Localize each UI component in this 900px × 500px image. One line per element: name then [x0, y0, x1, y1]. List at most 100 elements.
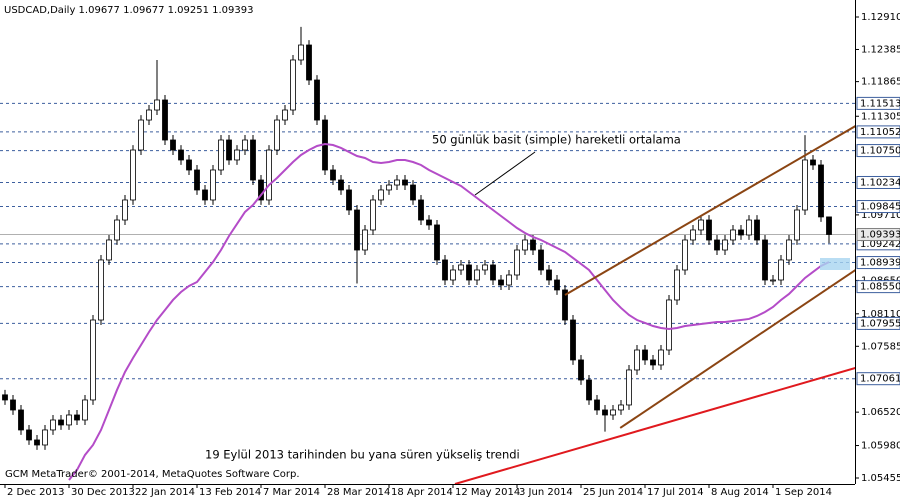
x-tick-label: 1 Sep 2014 — [775, 487, 832, 498]
candle-body — [762, 239, 768, 281]
highlight-box — [820, 258, 850, 270]
candle-body — [354, 209, 360, 251]
trendline — [564, 125, 855, 296]
candle-body — [74, 414, 80, 421]
candle-body — [738, 229, 744, 236]
candle-body — [370, 199, 376, 231]
level-label: 1.10234 — [860, 177, 900, 188]
candle-body — [146, 109, 152, 121]
candle-body — [130, 149, 136, 201]
candle-body — [514, 249, 520, 276]
candle-body — [298, 44, 304, 61]
trendline — [619, 269, 855, 429]
level-label: 1.08550 — [860, 282, 900, 293]
candle-body — [810, 159, 816, 166]
y-tick-label: 1.06520 — [861, 407, 900, 418]
candle-body — [138, 119, 144, 151]
level-label: 1.07955 — [860, 318, 900, 329]
candle-body — [282, 109, 288, 121]
candle-body — [394, 179, 400, 186]
level-label: 1.09845 — [860, 202, 900, 213]
candle-body — [178, 149, 184, 161]
candle-body — [522, 239, 528, 251]
level-label-box — [856, 144, 900, 158]
candle-body — [202, 189, 208, 201]
price-label-box — [856, 227, 900, 241]
x-tick-label: 30 Dec 2013 — [71, 487, 135, 498]
annotation: 19 Eylül 2013 tarihinden bu yana süren y… — [205, 448, 520, 462]
candle-body — [434, 224, 440, 261]
candle-body — [426, 219, 432, 226]
candle-body — [442, 259, 448, 281]
annotation: 50 günlük basit (simple) hareketli ortal… — [432, 133, 681, 147]
candle-body — [114, 219, 120, 241]
candle-body — [530, 239, 536, 251]
x-tick-label: 28 Mar 2014 — [327, 487, 390, 498]
levels — [0, 102, 855, 380]
candle-body — [226, 139, 232, 161]
candle-body — [722, 239, 728, 251]
x-tick-label: 8 Aug 2014 — [711, 487, 769, 498]
candle-body — [754, 219, 760, 241]
x-tick-label: 22 Jan 2014 — [135, 487, 195, 498]
candle-body — [250, 139, 256, 181]
candle-body — [346, 189, 352, 211]
candle-body — [586, 379, 592, 401]
level-label: 1.08939 — [860, 258, 900, 269]
candle-body — [106, 239, 112, 261]
candle-body — [618, 404, 624, 411]
candle-body — [466, 264, 472, 281]
candle-body — [450, 269, 456, 281]
candle-body — [410, 184, 416, 201]
level-label-box — [856, 256, 900, 270]
candle-body — [34, 439, 40, 446]
candle-body — [794, 209, 800, 241]
candle-body — [90, 319, 96, 401]
candle-body — [802, 159, 808, 211]
candle-body — [218, 139, 224, 171]
candle-body — [730, 229, 736, 241]
candle-body — [698, 219, 704, 231]
trendline — [454, 367, 855, 484]
level-label: 1.07061 — [860, 374, 900, 385]
candle-body — [314, 79, 320, 121]
y-tick-label: 1.11305 — [861, 111, 900, 122]
level-label: 1.09242 — [860, 239, 900, 250]
candle-body — [746, 219, 752, 236]
candle-body — [682, 239, 688, 271]
candle-body — [458, 264, 464, 271]
candle-body — [634, 349, 640, 371]
candle-body — [122, 199, 128, 221]
candle-body — [82, 399, 88, 421]
moving-average — [68, 143, 830, 481]
candle-body — [242, 139, 248, 151]
candle-body — [26, 429, 32, 441]
x-tick-label: 17 Jul 2014 — [647, 487, 704, 498]
level-label-box — [856, 200, 900, 214]
y-tick-label: 1.11865 — [861, 77, 900, 88]
level-label-box — [856, 125, 900, 139]
candle-body — [562, 289, 568, 321]
level-label-box — [856, 96, 900, 110]
candle-body — [386, 184, 392, 191]
candle-body — [98, 259, 104, 321]
candle-body — [674, 269, 680, 301]
candle-body — [714, 239, 720, 251]
y-tick-label: 1.07585 — [861, 341, 900, 352]
candle-body — [570, 319, 576, 361]
annotation-pointer — [474, 151, 536, 196]
level-label: 1.11052 — [860, 127, 900, 138]
candle-body — [58, 419, 64, 426]
y-tick-label: 1.08110 — [861, 309, 900, 320]
candle-body — [650, 359, 656, 366]
candle-body — [578, 359, 584, 381]
level-label-box — [856, 372, 900, 386]
candle-body — [642, 349, 648, 361]
candle-body — [50, 419, 56, 431]
chart-title: USDCAD,Daily 1.09677 1.09677 1.09251 1.0… — [4, 5, 254, 16]
candle-body — [418, 199, 424, 221]
candle-body — [818, 164, 824, 218]
candle-body — [306, 44, 312, 81]
level-label: 1.10750 — [860, 146, 900, 157]
